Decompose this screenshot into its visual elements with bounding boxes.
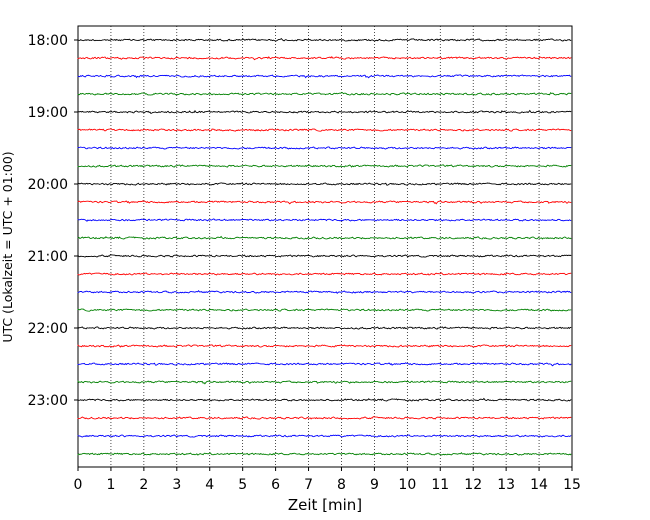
trace-2330: [77, 434, 572, 438]
trace-2200: [77, 326, 572, 330]
y-axis-ticks: 18:00 19:00 20:00 21:00 22:00 23:00: [28, 33, 78, 409]
trace-1930: [77, 146, 572, 150]
trace-2215: [77, 344, 572, 348]
x-tick-label: 3: [172, 477, 181, 493]
trace-2145: [77, 308, 572, 312]
plot-frame: [77, 25, 573, 468]
x-tick-label: 8: [337, 477, 346, 493]
x-tick-label: 4: [205, 477, 214, 493]
trace-2300: [77, 397, 572, 402]
trace-2130: [77, 289, 572, 294]
x-tick-label: 7: [304, 477, 313, 493]
trace-1800: [77, 37, 572, 42]
trace-2100: [77, 254, 572, 258]
x-axis-label: Zeit [min]: [288, 496, 362, 514]
x-tick-label: 5: [238, 477, 247, 493]
y-tick-label: 20:00: [28, 177, 68, 193]
y-tick-label: 21:00: [28, 249, 68, 265]
x-tick-label: 2: [139, 477, 148, 493]
x-axis-ticks: 0 1 2 3 4 5 6 7 8 9 10 11 12 13 14 15: [74, 467, 581, 493]
x-tick-label: 9: [370, 477, 379, 493]
trace-2315: [77, 416, 572, 420]
trace-1815: [77, 55, 572, 61]
trace-2345: [77, 451, 572, 456]
x-tick-label: 13: [497, 477, 515, 493]
trace-2015: [77, 200, 572, 205]
trace-2030: [77, 218, 572, 222]
trace-2000: [77, 182, 572, 186]
trace-1915: [77, 128, 572, 132]
x-tick-label: 15: [563, 477, 581, 493]
y-tick-label: 22:00: [28, 321, 68, 337]
x-tick-label: 11: [431, 477, 449, 493]
trace-2045: [77, 235, 572, 240]
seismic-traces: [77, 37, 572, 456]
trace-2230: [77, 362, 572, 367]
x-tick-label: 6: [271, 477, 280, 493]
y-axis-label: UTC (Lokalzeit = UTC + 01:00): [0, 151, 15, 342]
trace-1830: [77, 74, 572, 79]
x-tick-label: 0: [74, 477, 83, 493]
x-tick-label: 12: [464, 477, 482, 493]
y-tick-label: 18:00: [28, 33, 68, 49]
trace-2245: [77, 380, 572, 385]
x-tick-label: 10: [398, 477, 416, 493]
x-tick-label: 14: [530, 477, 548, 493]
trace-1900: [77, 109, 572, 114]
trace-1945: [77, 164, 572, 168]
trace-1845: [77, 91, 572, 96]
x-tick-label: 1: [106, 477, 115, 493]
y-tick-label: 19:00: [28, 105, 68, 121]
trace-2115: [77, 272, 572, 276]
y-tick-label: 23:00: [28, 393, 68, 409]
